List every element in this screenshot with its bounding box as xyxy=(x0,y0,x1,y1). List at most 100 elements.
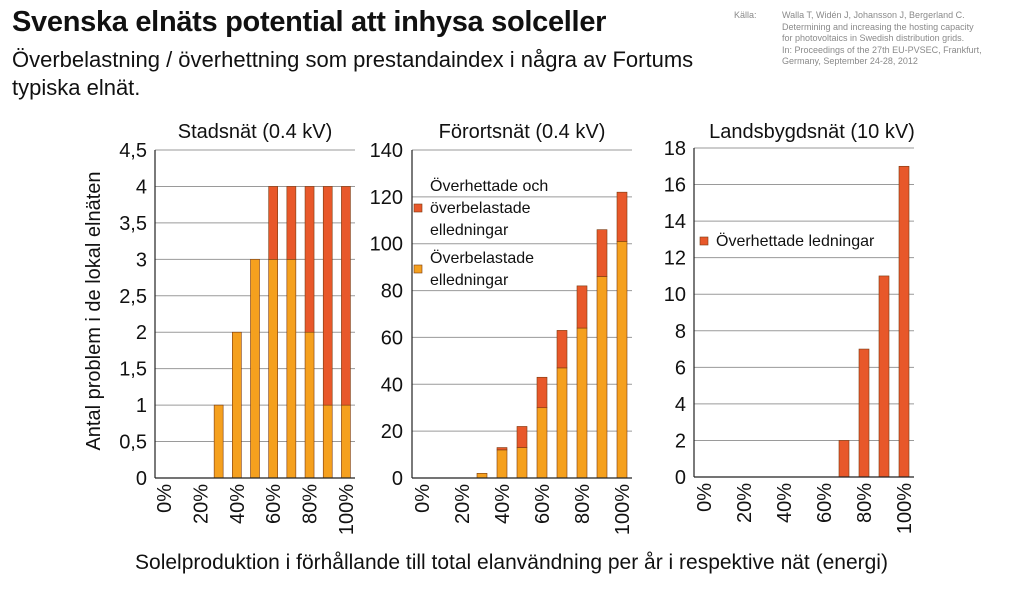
y-tick-label: 8 xyxy=(675,321,686,343)
x-tick-label: 80% xyxy=(854,483,876,523)
x-tick-label: 20% xyxy=(452,484,474,524)
legend-marker-orange xyxy=(413,264,423,274)
bar-orange xyxy=(476,473,488,479)
bar-red xyxy=(898,165,910,478)
x-tick-label: 20% xyxy=(734,483,756,523)
bar-orange xyxy=(268,259,278,479)
x-tick-label: 40% xyxy=(774,483,796,523)
chart-title: Landsbygdsnät (10 kV) xyxy=(709,121,915,143)
x-tick-label: 60% xyxy=(532,484,554,524)
bar-red xyxy=(878,275,890,478)
x-tick-label: 80% xyxy=(572,484,594,524)
bar-red xyxy=(576,285,588,329)
bar-red xyxy=(496,447,508,451)
x-tick-label: 0% xyxy=(694,483,716,512)
bar-orange xyxy=(341,404,351,479)
bar-orange xyxy=(536,407,548,479)
y-tick-label: 14 xyxy=(664,211,686,233)
y-tick-label: 120 xyxy=(370,187,403,209)
bar-red xyxy=(858,348,870,478)
bar-orange xyxy=(516,447,528,479)
y-tick-label: 16 xyxy=(664,175,686,197)
bar-orange xyxy=(322,404,333,479)
y-tick-label: 20 xyxy=(381,421,403,443)
y-tick-label: 100 xyxy=(370,234,403,256)
x-tick-label: 60% xyxy=(263,484,285,524)
y-tick-label: 0,5 xyxy=(119,432,147,454)
y-tick-label: 12 xyxy=(664,248,686,270)
source-line: Germany, September 24-28, 2012 xyxy=(782,56,918,66)
bar-orange xyxy=(576,327,588,479)
y-tick-label: 60 xyxy=(381,327,403,349)
x-tick-label: 0% xyxy=(412,484,434,513)
bar-orange xyxy=(596,276,608,479)
legend-label: elledningar xyxy=(430,272,509,289)
x-tick-label: 20% xyxy=(190,484,212,524)
bar-red xyxy=(516,426,528,448)
y-tick-label: 4,5 xyxy=(119,140,147,162)
source-line: In: Proceedings of the 27th EU-PVSEC, Fr… xyxy=(782,44,982,55)
source-label: Källa: xyxy=(734,10,757,20)
page-subtitle: Överbelastning / överhettning som presta… xyxy=(12,47,694,100)
source-line: Determining and increasing the hosting c… xyxy=(782,21,974,32)
bar-red xyxy=(616,191,628,242)
y-tick-label: 4 xyxy=(136,176,147,198)
legend-label: överbelastade xyxy=(430,200,531,217)
bar-red xyxy=(596,229,608,277)
chart-fororsnat: Förortsnät (0.4 kV) 0 20 40 60 80 100 120 140 0% 2… xyxy=(370,121,634,535)
bar-orange xyxy=(304,331,315,479)
legend-label: Överhettade ledningar xyxy=(716,232,875,250)
bar-orange xyxy=(213,404,224,479)
y-tick-label: 80 xyxy=(381,281,403,303)
page-title: Svenska elnäts potential att inhysa solc… xyxy=(12,6,607,38)
y-tick-label: 40 xyxy=(381,374,403,396)
x-axis-label: Solelproduktion i förhållande till total… xyxy=(135,551,888,574)
bar-red xyxy=(536,376,548,409)
bar-orange xyxy=(616,241,628,479)
y-tick-label: 2 xyxy=(675,430,686,452)
y-tick-label: 18 xyxy=(664,138,686,160)
bar-red xyxy=(304,186,315,333)
source-line: for photovoltaics in Swedish distributio… xyxy=(782,33,965,43)
chart-title: Förortsnät (0.4 kV) xyxy=(439,121,606,143)
bar-red xyxy=(322,186,333,406)
x-tick-label: 100% xyxy=(612,484,634,535)
y-tick-label: 2 xyxy=(136,322,147,344)
bar-red xyxy=(268,186,278,260)
legend-label: Överhettade och xyxy=(430,177,548,195)
source-text: Walla T, Widén J, Johansson J, Bergerlan… xyxy=(782,10,1022,68)
y-tick-label: 4 xyxy=(675,394,686,416)
bar-orange xyxy=(232,331,242,479)
y-tick-label: 1,5 xyxy=(119,359,147,381)
bar-red xyxy=(341,186,351,406)
y-axis-label: Antal problem i de lokal elnäten xyxy=(83,171,105,450)
chart-title: Stadsnät (0.4 kV) xyxy=(178,121,333,143)
bar-red xyxy=(286,186,297,260)
x-tick-label: 0% xyxy=(154,484,176,513)
bar-red xyxy=(556,330,568,369)
legend-label: elledningar xyxy=(430,222,509,239)
legend-label: Överbelastade xyxy=(430,249,534,267)
y-tick-label: 0 xyxy=(136,468,147,490)
legend-marker-red xyxy=(413,203,423,213)
x-tick-label: 40% xyxy=(492,484,514,524)
x-tick-label: 40% xyxy=(227,484,249,524)
x-tick-label: 100% xyxy=(894,483,916,534)
y-tick-label: 0 xyxy=(392,468,403,490)
y-tick-label: 0 xyxy=(675,467,686,489)
source-line: Walla T, Widén J, Johansson J, Bergerlan… xyxy=(782,10,965,20)
x-tick-label: 100% xyxy=(336,484,358,535)
chart-stadsnat: Stadsnät (0.4 kV) 0 0,5 1 1,5 2 2,5 3 3,5 4 4,5 0% 2… xyxy=(119,121,358,535)
y-tick-label: 140 xyxy=(370,140,403,162)
bar-red xyxy=(838,440,850,478)
x-tick-label: 60% xyxy=(814,483,836,523)
y-tick-label: 3 xyxy=(136,249,147,271)
bar-orange xyxy=(556,367,568,479)
x-tick-label: 80% xyxy=(300,484,322,524)
bar-orange xyxy=(286,259,297,479)
legend-marker-red xyxy=(699,236,709,246)
y-tick-label: 6 xyxy=(675,357,686,379)
chart-landsbygdsnat: Landsbygdsnät (10 kV) 0 2 4 6 8 10 12 14 16 18 0% 20… xyxy=(664,121,916,534)
y-tick-label: 3,5 xyxy=(119,213,147,235)
